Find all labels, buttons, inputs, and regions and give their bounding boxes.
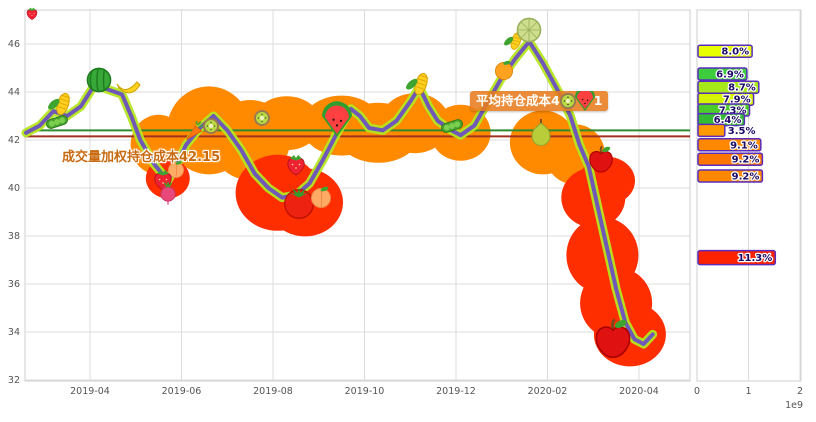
chip-bar-label: 11.3% [738, 253, 773, 264]
watermelon-slice-icon [322, 101, 352, 137]
chip-bar [697, 152, 764, 166]
chip-bar-label: 3.5% [728, 126, 756, 137]
pea-icon [46, 115, 68, 129]
carrot-icon [185, 120, 204, 141]
chip-bar [697, 249, 777, 266]
y-axis-tick-label: 32 [8, 375, 20, 386]
pea-icon [441, 119, 463, 133]
chip-bar-label: 9.1% [730, 140, 758, 151]
x-axis-tick-label: 2019-06 [162, 386, 202, 397]
panel-x-tick-label: 0 [694, 386, 700, 397]
orange-icon [494, 60, 514, 81]
pear-icon [531, 119, 551, 146]
peach-icon [311, 186, 331, 208]
panel-x-tick-label: 2 [797, 386, 803, 397]
x-axis-tick-label: 2019-12 [436, 386, 476, 397]
corn-icon [406, 72, 429, 96]
y-axis-tick-label: 34 [8, 327, 20, 338]
chip-bar-label: 8.0% [721, 47, 749, 58]
avg-cost-tooltip: 平均持仓成本4 1 [470, 91, 609, 111]
y-axis-tick-label: 42 [8, 135, 20, 146]
chip-bar-label: 8.7% [728, 83, 756, 94]
kiwi-icon [203, 118, 219, 134]
y-axis-tick-label: 38 [8, 231, 20, 242]
x-axis-tick-label: 2019-10 [345, 386, 385, 397]
x-axis-tick-label: 2019-04 [70, 386, 110, 397]
chip-bar [697, 138, 762, 152]
corn-icon [48, 92, 71, 116]
tomato-icon [284, 187, 314, 219]
peach-icon [167, 160, 185, 179]
kiwi-icon [254, 110, 270, 126]
strawberry-icon [287, 155, 305, 176]
chip-bar-label: 9.2% [732, 155, 760, 166]
apple-icon [595, 318, 631, 359]
y-axis-tick-label: 46 [8, 39, 20, 50]
y-axis-tick-label: 36 [8, 279, 20, 290]
watermelon-icon [86, 67, 112, 93]
avg-cost-text-prefix: 平均持仓成本4 [476, 93, 560, 108]
chip-bar-label: 6.9% [716, 70, 744, 81]
kiwi-icon [559, 92, 577, 110]
x-axis-tick-label: 2020-02 [528, 386, 568, 397]
x-axis-tick-label: 2020-04 [619, 386, 659, 397]
x-axis-tick-label: 2019-08 [253, 386, 293, 397]
melon-icon [516, 17, 542, 43]
panel-scale-label: 1e9 [785, 400, 803, 411]
panel-x-tick-label: 1 [745, 386, 751, 397]
price-line [24, 39, 655, 346]
vwap-cost-label: 成交量加权持仓成本42.15 [62, 150, 221, 165]
apple-icon [589, 145, 613, 173]
radish-icon [160, 182, 176, 205]
chip-bar [697, 44, 753, 58]
chip-bar-label: 9.2% [732, 172, 760, 183]
avg-cost-text-suffix: 1 [593, 93, 603, 108]
y-axis-tick-label: 44 [8, 87, 20, 98]
banana-icon [116, 81, 141, 94]
strawberry-icon [26, 7, 38, 20]
chip-bar [697, 123, 726, 138]
chip-bar [697, 67, 748, 81]
watermelon-slice-icon [574, 91, 595, 111]
chip-bar [697, 169, 764, 183]
y-axis-tick-label: 40 [8, 183, 20, 194]
